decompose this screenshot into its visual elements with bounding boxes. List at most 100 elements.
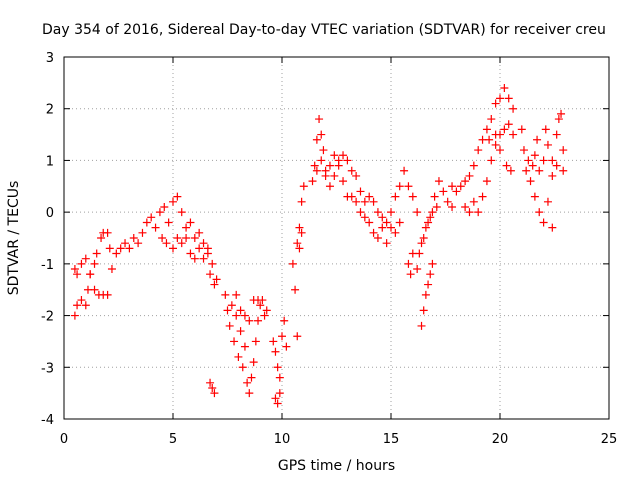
- data-point-marker: [245, 389, 254, 398]
- y-tick-label: -3: [41, 361, 54, 376]
- data-point-marker: [519, 146, 528, 155]
- data-point-marker: [206, 378, 215, 387]
- data-point-marker: [325, 182, 334, 191]
- data-point-marker: [535, 166, 544, 175]
- data-point-marker: [382, 218, 391, 227]
- data-point-marker: [552, 161, 561, 170]
- data-point-marker: [236, 306, 245, 315]
- data-point-marker: [448, 202, 457, 211]
- data-point-marker: [487, 156, 496, 165]
- data-point-marker: [548, 156, 557, 165]
- data-point-marker: [506, 166, 515, 175]
- data-point-marker: [522, 166, 531, 175]
- data-point-marker: [482, 125, 491, 134]
- data-point-marker: [517, 125, 526, 134]
- data-point-marker: [339, 151, 348, 160]
- data-points: [70, 84, 568, 408]
- data-point-marker: [465, 208, 474, 217]
- data-point-marker: [424, 218, 433, 227]
- data-point-marker: [426, 213, 435, 222]
- data-point-marker: [295, 223, 304, 232]
- data-point-marker: [548, 171, 557, 180]
- data-point-marker: [206, 270, 215, 279]
- data-point-marker: [251, 337, 260, 346]
- data-point-marker: [417, 321, 426, 330]
- data-point-marker: [356, 208, 365, 217]
- data-point-marker: [227, 301, 236, 310]
- data-point-marker: [280, 316, 289, 325]
- data-point-marker: [387, 223, 395, 232]
- data-point-marker: [129, 234, 138, 242]
- data-point-marker: [360, 197, 369, 206]
- data-point-marker: [70, 311, 79, 320]
- data-point-marker: [308, 177, 317, 186]
- data-point-marker: [230, 337, 239, 346]
- data-point-marker: [533, 135, 542, 144]
- data-point-marker: [77, 296, 86, 305]
- x-tick-label: 15: [383, 432, 400, 447]
- data-point-marker: [177, 208, 186, 217]
- data-point-marker: [182, 234, 191, 242]
- data-point-marker: [434, 177, 443, 186]
- data-point-marker: [203, 249, 212, 258]
- data-point-marker: [509, 130, 518, 139]
- x-tick-label: 0: [60, 432, 68, 447]
- data-point-marker: [81, 301, 90, 310]
- data-point-marker: [225, 321, 234, 330]
- data-point-marker: [125, 244, 134, 253]
- data-point-marker: [121, 239, 130, 248]
- data-point-marker: [295, 244, 304, 253]
- data-point-marker: [317, 156, 326, 165]
- data-point-marker: [77, 259, 86, 268]
- data-point-marker: [112, 249, 121, 258]
- data-point-marker: [465, 171, 474, 180]
- data-point-marker: [73, 270, 82, 279]
- chart-title: Day 354 of 2016, Sidereal Day-to-day VTE…: [42, 22, 606, 38]
- data-point-marker: [500, 84, 509, 93]
- data-point-marker: [448, 182, 457, 191]
- data-point-marker: [413, 208, 422, 217]
- data-point-marker: [223, 306, 232, 315]
- data-point-marker: [365, 192, 374, 201]
- data-point-marker: [428, 208, 437, 217]
- data-point-marker: [474, 208, 483, 217]
- data-point-marker: [404, 182, 413, 191]
- data-point-marker: [291, 285, 300, 294]
- data-point-marker: [535, 208, 544, 217]
- data-point-marker: [199, 239, 208, 248]
- y-tick-label: 1: [46, 154, 54, 169]
- data-point-marker: [400, 166, 409, 175]
- data-point-marker: [491, 99, 500, 108]
- data-point-marker: [107, 265, 116, 274]
- data-point-marker: [382, 239, 391, 248]
- data-point-marker: [210, 280, 219, 289]
- data-point-marker: [282, 342, 291, 351]
- grid-lines: [64, 57, 609, 419]
- data-point-marker: [352, 171, 361, 180]
- data-point-marker: [491, 140, 500, 149]
- data-point-marker: [378, 213, 387, 222]
- data-point-marker: [81, 254, 90, 263]
- y-tick-label: 3: [46, 51, 54, 66]
- data-point-marker: [90, 285, 99, 294]
- data-point-marker: [487, 115, 496, 124]
- data-point-marker: [428, 259, 437, 268]
- data-point-marker: [443, 197, 452, 206]
- data-point-marker: [378, 223, 387, 232]
- data-point-marker: [273, 399, 282, 408]
- data-point-marker: [387, 208, 395, 217]
- data-point-marker: [164, 218, 173, 227]
- data-point-marker: [347, 166, 356, 175]
- data-point-marker: [504, 94, 513, 103]
- data-point-marker: [288, 259, 297, 268]
- data-point-marker: [210, 389, 219, 398]
- data-point-marker: [240, 311, 249, 320]
- data-point-marker: [245, 316, 254, 325]
- data-point-marker: [539, 156, 548, 165]
- data-point-marker: [310, 161, 319, 170]
- data-point-marker: [232, 311, 241, 320]
- x-axis-ticks: 0 5 10 15 20 25: [60, 57, 617, 447]
- data-point-marker: [275, 389, 284, 398]
- data-point-marker: [142, 218, 151, 227]
